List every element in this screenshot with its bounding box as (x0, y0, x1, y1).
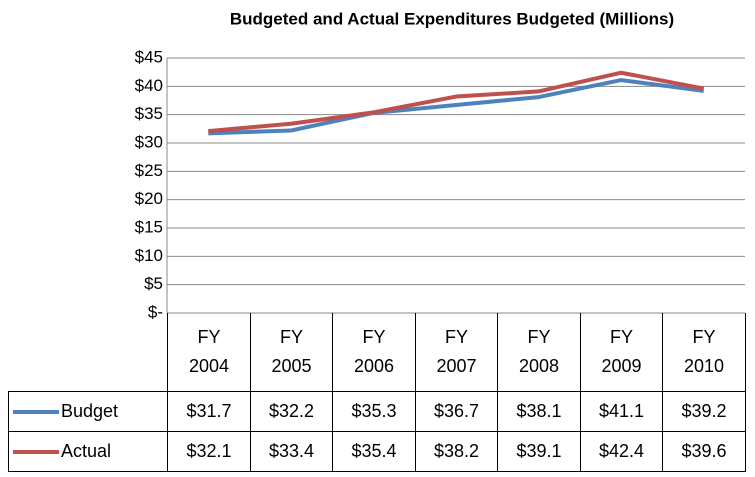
category-header-text: FY 2007 (436, 327, 477, 376)
category-header-text: FY 2006 (353, 327, 395, 376)
value-cell: $32.2 (250, 391, 333, 432)
legend-cell: Budget (8, 391, 168, 432)
y-tick-label: $5 (144, 274, 163, 293)
category-header: FY 2008 (497, 313, 581, 392)
value-cell-text: $33.4 (268, 441, 315, 462)
value-cell-text: $35.3 (351, 401, 397, 422)
value-cell: $33.4 (250, 431, 333, 472)
y-tick-label: $25 (135, 161, 163, 180)
y-tick-label: $15 (135, 217, 163, 236)
value-cell-text: $38.1 (516, 401, 562, 422)
category-header-text: FY 2009 (601, 327, 642, 376)
value-cell-text: $41.1 (598, 401, 645, 422)
category-header-text: FY 2010 (683, 327, 725, 376)
y-tick-label: $45 (135, 47, 163, 66)
value-cell: $38.1 (497, 391, 581, 432)
y-tick-label: $10 (135, 246, 163, 265)
value-cell-text: $32.1 (186, 441, 232, 462)
legend-cell: Actual (8, 431, 168, 472)
category-header: FY 2005 (250, 313, 333, 392)
value-cell: $35.3 (332, 391, 416, 432)
category-header: FY 2009 (580, 313, 663, 392)
value-cell: $39.1 (497, 431, 581, 472)
value-cell-text: $39.1 (516, 441, 562, 462)
category-header: FY 2007 (415, 313, 498, 392)
value-cell-text: $36.7 (433, 401, 480, 422)
legend-label: Actual (61, 441, 112, 462)
y-tick-label: $30 (135, 132, 163, 151)
value-cell-text: $32.2 (268, 401, 315, 422)
value-cell: $39.2 (662, 391, 746, 432)
category-header: FY 2010 (662, 313, 746, 392)
category-header-text: FY 2004 (188, 327, 230, 376)
value-cell: $38.2 (415, 431, 498, 472)
y-tick-label: $20 (135, 189, 163, 208)
y-tick-label: $- (148, 302, 163, 321)
value-cell: $41.1 (580, 391, 663, 432)
category-header-text: FY 2005 (271, 327, 312, 376)
legend-key (13, 449, 59, 454)
value-cell-text: $39.6 (681, 441, 727, 462)
category-header: FY 2004 (167, 313, 251, 392)
y-tick-label: $35 (135, 104, 163, 123)
chart-title: Budgeted and Actual Expenditures Budgete… (230, 9, 674, 28)
value-cell-text: $31.7 (186, 401, 232, 422)
series-line (208, 70, 705, 134)
category-header-text: FY 2008 (518, 327, 560, 376)
value-cell: $42.4 (580, 431, 663, 472)
value-cell-text: $35.4 (351, 441, 397, 462)
y-tick-label: $40 (135, 76, 163, 95)
value-cell: $32.1 (167, 431, 251, 472)
value-cell: $31.7 (167, 391, 251, 432)
series-line (208, 78, 704, 136)
value-cell-text: $38.2 (433, 441, 480, 462)
value-cell: $39.6 (662, 431, 746, 472)
value-cell-text: $42.4 (598, 441, 645, 462)
category-header: FY 2006 (332, 313, 416, 392)
value-cell: $36.7 (415, 391, 498, 432)
legend-label: Budget (61, 401, 119, 422)
legend-key (13, 409, 59, 414)
value-cell: $35.4 (332, 431, 416, 472)
value-cell-text: $39.2 (681, 401, 727, 422)
